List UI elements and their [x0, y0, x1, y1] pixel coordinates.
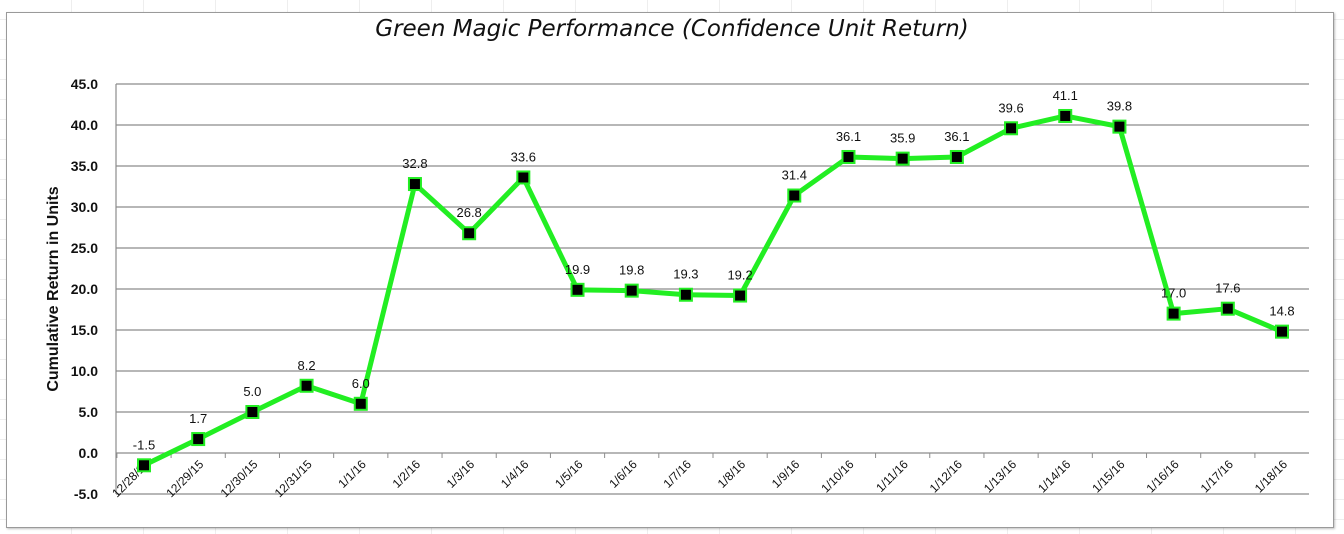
data-point [462, 226, 477, 241]
data-label: 41.1 [1053, 88, 1078, 103]
data-point [949, 149, 964, 164]
y-tick-label: -5.0 [74, 486, 98, 502]
x-tick-label: 1/4/16 [498, 457, 532, 491]
x-tick-label: 1/17/16 [1198, 457, 1236, 495]
data-label: 17.0 [1161, 286, 1186, 301]
data-point [516, 170, 531, 185]
x-tick-label: 1/6/16 [606, 457, 640, 491]
data-label: 1.7 [189, 411, 207, 426]
x-tick-label: 1/16/16 [1144, 457, 1182, 495]
data-label: 35.9 [890, 131, 915, 146]
x-tick-label: 1/5/16 [552, 457, 586, 491]
y-tick-label: 45.0 [71, 76, 98, 92]
data-label: 33.6 [511, 149, 536, 164]
gridlines [115, 83, 1309, 495]
data-point [1220, 301, 1235, 316]
x-tick-label: 1/11/16 [873, 457, 911, 495]
data-point [1058, 108, 1073, 123]
data-point [841, 149, 856, 164]
series-line-path [142, 113, 1283, 468]
x-axis-ticks: 12/28/15 12/29/15 12/30/15 12/31/15 1/1/16 1/… [109, 453, 1290, 500]
chart-title: Green Magic Performance (Confidence Unit… [375, 16, 969, 42]
data-labels: -1.5 1.7 5.0 8.2 6.0 32.8 26.8 33.6 19.9 19.8 19.3… [133, 88, 1295, 452]
data-point [191, 432, 206, 447]
chart-area[interactable] [6, 12, 1334, 528]
data-point [1166, 306, 1181, 321]
data-label: 39.6 [998, 100, 1023, 115]
x-tick-label: 1/14/16 [1035, 457, 1073, 495]
data-markers [137, 108, 1289, 473]
data-label: 31.4 [782, 168, 807, 183]
x-tick-label: 1/10/16 [818, 457, 856, 495]
y-tick-label: 10.0 [71, 363, 98, 379]
data-point [1275, 324, 1289, 339]
data-point [895, 151, 910, 166]
data-label: -1.5 [133, 437, 155, 452]
data-point [353, 396, 368, 411]
data-label: 36.1 [836, 129, 861, 144]
data-point [1004, 121, 1019, 136]
y-axis-label: Cumulative Return in Units [45, 186, 62, 391]
x-tick-label: 1/3/16 [444, 457, 478, 491]
data-point [570, 282, 585, 297]
data-point [678, 287, 693, 302]
data-point [137, 458, 151, 473]
data-label: 17.6 [1215, 281, 1240, 296]
data-point [733, 288, 748, 303]
data-label: 39.8 [1107, 99, 1132, 114]
data-point [407, 177, 422, 192]
data-label: 19.8 [619, 263, 644, 278]
data-label: 5.0 [243, 384, 261, 399]
y-tick-label: 20.0 [71, 281, 98, 297]
data-point [787, 188, 802, 203]
y-axis-ticks: -5.0 0.0 5.0 10.0 15.0 20.0 25.0 30.0 35.0 40.0 45… [71, 76, 98, 502]
y-tick-label: 25.0 [71, 240, 98, 256]
data-point [245, 405, 260, 419]
y-tick-label: 0.0 [79, 445, 99, 461]
x-tick-label: 1/2/16 [390, 457, 424, 491]
x-tick-label: 1/13/16 [981, 457, 1019, 495]
data-label: 32.8 [402, 156, 427, 171]
y-tick-label: 5.0 [79, 404, 99, 420]
data-label: 14.8 [1269, 304, 1294, 319]
x-tick-label: 1/1/16 [335, 457, 369, 491]
x-tick-label: 1/9/16 [769, 457, 803, 491]
data-point [1112, 119, 1127, 134]
data-label: 36.1 [944, 129, 969, 144]
x-tick-label: 1/15/16 [1089, 457, 1127, 495]
y-tick-label: 35.0 [71, 158, 98, 174]
y-tick-label: 30.0 [71, 199, 98, 215]
data-point [299, 378, 314, 393]
x-tick-label: 1/12/16 [927, 457, 965, 495]
data-label: 19.3 [673, 267, 698, 282]
y-tick-label: 15.0 [71, 322, 98, 338]
data-label: 19.2 [727, 268, 752, 283]
y-tick-label: 40.0 [71, 117, 98, 133]
series-line [142, 113, 1283, 468]
x-tick-label: 1/18/16 [1252, 457, 1290, 495]
data-label: 8.2 [298, 358, 316, 373]
data-label: 26.8 [456, 205, 481, 220]
x-tick-label: 1/7/16 [661, 457, 695, 491]
data-label: 6.0 [352, 376, 370, 391]
data-label: 19.9 [565, 262, 590, 277]
data-point [624, 283, 639, 298]
x-tick-label: 1/8/16 [715, 457, 749, 491]
